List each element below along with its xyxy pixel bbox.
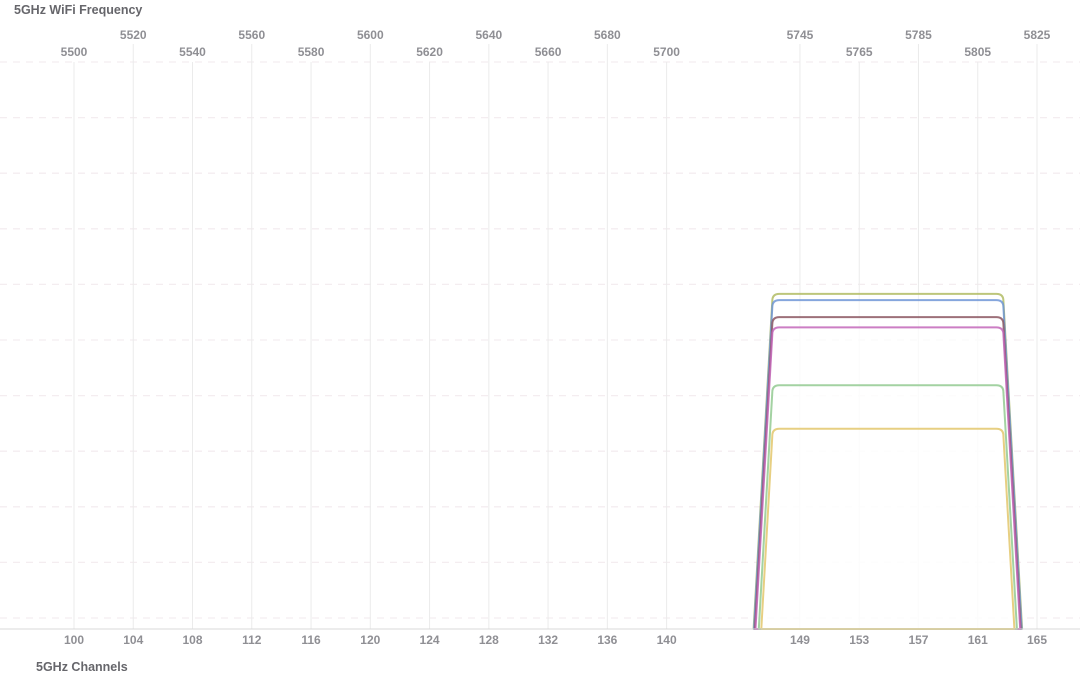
freq-tick-label: 5680: [594, 28, 621, 42]
chart-title: 5GHz WiFi Frequency: [14, 3, 142, 17]
freq-tick-label: 5620: [416, 45, 443, 59]
channel-tick-label: 116: [301, 633, 321, 647]
freq-tick-label: 5640: [475, 28, 502, 42]
network-5-shape: [757, 384, 1018, 630]
channel-tick-label: 153: [849, 633, 869, 647]
network-3-shape: [753, 316, 1022, 630]
channel-tick-label: 157: [908, 633, 928, 647]
network-6-shape: [760, 427, 1016, 630]
freq-tick-label: 5700: [653, 45, 680, 59]
freq-tick-label: 5580: [298, 45, 325, 59]
channel-tick-label: 132: [538, 633, 558, 647]
horizontal-gridlines: [0, 61, 1080, 619]
channel-axis-labels: 100 104 108 112 116 120 124 128 132 136 140 149 153 1…: [64, 633, 1047, 647]
freq-tick-label: 5785: [905, 28, 932, 42]
freq-tick-label: 5540: [179, 45, 206, 59]
bottom-axis-label: 5GHz Channels: [36, 660, 128, 674]
vertical-gridlines: [73, 44, 1038, 629]
channel-tick-label: 108: [183, 633, 203, 647]
channel-tick-label: 120: [360, 633, 380, 647]
freq-tick-label: 5825: [1024, 28, 1051, 42]
freq-tick-label: 5500: [61, 45, 88, 59]
channel-tick-label: 128: [479, 633, 499, 647]
freq-tick-label: 5520: [120, 28, 147, 42]
freq-tick-label: 5600: [357, 28, 384, 42]
channel-tick-label: 161: [968, 633, 988, 647]
channel-tick-label: 104: [123, 633, 143, 647]
channel-tick-label: 100: [64, 633, 84, 647]
network-2-shape: [753, 299, 1023, 630]
network-1-shape: [752, 292, 1024, 630]
network-shapes: [752, 292, 1024, 630]
channel-tick-label: 112: [242, 633, 262, 647]
freq-tick-label: 5560: [238, 28, 265, 42]
channel-tick-label: 165: [1027, 633, 1047, 647]
freq-tick-label: 5745: [787, 28, 814, 42]
channel-tick-label: 136: [597, 633, 617, 647]
channel-tick-label: 124: [420, 633, 440, 647]
freq-tick-label: 5765: [846, 45, 873, 59]
channel-tick-label: 149: [790, 633, 810, 647]
channel-tick-label: 140: [657, 633, 677, 647]
network-4-shape: [754, 326, 1022, 630]
freq-tick-label: 5660: [535, 45, 562, 59]
freq-tick-label: 5805: [964, 45, 991, 59]
frequency-axis-labels: 5500 5520 5540 5560 5580 5600 5620 5640 5660 5680…: [61, 28, 1051, 59]
